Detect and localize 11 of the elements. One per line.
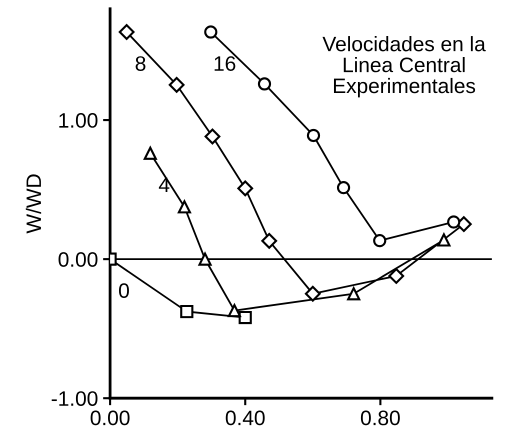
y-axis-title: W/WD — [26, 174, 42, 234]
series-label: 8 — [136, 56, 146, 71]
x-tick-label: 0.00 — [90, 410, 130, 426]
series-label: 0 — [119, 283, 129, 298]
y-tick-label: 1.00 — [59, 113, 98, 128]
y-tick-label: -1.00 — [52, 391, 98, 406]
y-tick-label: 0.00 — [58, 252, 98, 267]
series-label: 16 — [214, 56, 236, 71]
x-tick-label: 0.40 — [226, 410, 265, 426]
annotation: Velocidades en la Linea Central Experimentales — [322, 36, 486, 98]
x-tick-label: 0.80 — [360, 410, 400, 426]
